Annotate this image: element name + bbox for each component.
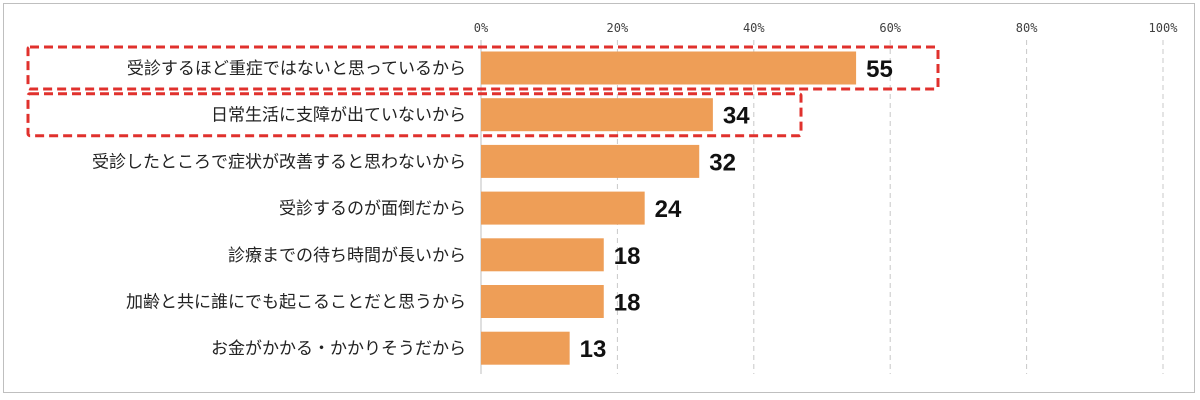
- data-label: 13: [580, 336, 607, 363]
- category-label: 受診するのが面倒だから: [279, 199, 466, 219]
- x-tick-label: 100%: [1149, 21, 1179, 35]
- x-axis-ticks: 0% 20% 40% 60% 80% 100%: [474, 21, 1178, 35]
- highlight-box: [26, 45, 940, 91]
- bar: [481, 285, 604, 318]
- bar: [481, 98, 713, 132]
- data-label: 18: [614, 243, 641, 270]
- data-labels: 55 34 32 24 18 18 13: [580, 56, 893, 363]
- x-tick-label: 40%: [743, 21, 765, 35]
- category-label: 診療までの待ち時間が長いから: [228, 246, 466, 266]
- chart-frame: 0% 20% 40% 60% 80% 100% 受診するほど重症ではないと思っているから日…: [3, 3, 1195, 393]
- bar-chart: 0% 20% 40% 60% 80% 100% 受診するほど重症ではないと思っているから日…: [26, 21, 1178, 374]
- category-label: お金がかかる・かかりそうだから: [211, 339, 466, 359]
- bar: [481, 331, 570, 365]
- x-tick-label: 80%: [1016, 21, 1038, 35]
- data-label: 32: [709, 149, 736, 176]
- category-label: 受診するほど重症ではないと思っているから: [127, 59, 466, 79]
- gridlines: [480, 40, 1164, 374]
- data-label: 24: [655, 196, 682, 223]
- category-labels: 受診するほど重症ではないと思っているから日常生活に支障が出ていないから受診したと…: [92, 59, 466, 359]
- x-tick-label: 60%: [879, 21, 901, 35]
- bar: [481, 238, 604, 272]
- highlight-boxes: [26, 45, 940, 138]
- data-label: 34: [723, 103, 750, 130]
- bar: [481, 51, 857, 85]
- x-tick-label: 20%: [607, 21, 629, 35]
- x-tick-label: 0%: [474, 21, 489, 35]
- highlight-box: [26, 92, 803, 138]
- category-label: 加齢と共に誰にでも起こることだと思うから: [126, 293, 466, 313]
- bar: [481, 191, 645, 225]
- category-label: 受診したところで症状が改善すると思わないから: [92, 152, 466, 172]
- bar: [481, 144, 700, 178]
- data-label: 55: [866, 56, 893, 83]
- bars: [481, 51, 857, 365]
- data-label: 18: [614, 290, 641, 317]
- category-label: 日常生活に支障が出ていないから: [211, 106, 466, 126]
